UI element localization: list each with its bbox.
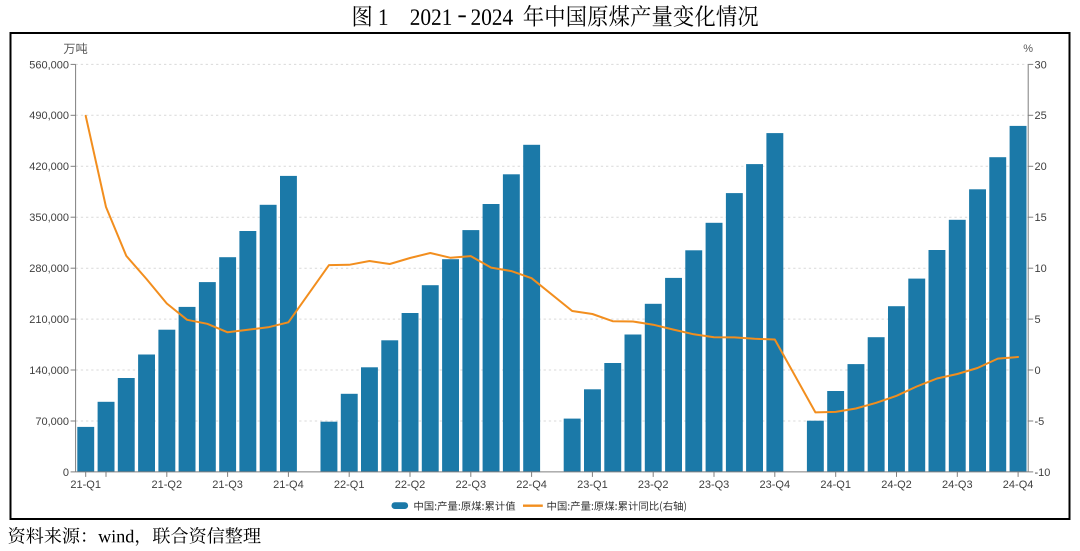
svg-text:-5: -5 — [1035, 416, 1045, 428]
svg-text:21-Q1: 21-Q1 — [70, 479, 101, 491]
svg-text:-10: -10 — [1035, 467, 1051, 479]
svg-text:210,000: 210,000 — [29, 314, 69, 326]
svg-text:560,000: 560,000 — [29, 59, 69, 71]
svg-text:23-Q1: 23-Q1 — [577, 479, 608, 491]
svg-text:22-Q4: 22-Q4 — [516, 479, 547, 491]
svg-text:24-Q2: 24-Q2 — [881, 479, 912, 491]
svg-text:15: 15 — [1035, 212, 1047, 224]
svg-text:20: 20 — [1035, 161, 1047, 173]
svg-text:21-Q3: 21-Q3 — [212, 479, 243, 491]
svg-text:30: 30 — [1035, 59, 1047, 71]
svg-text:420,000: 420,000 — [29, 161, 69, 173]
svg-text:5: 5 — [1035, 314, 1041, 326]
svg-text:24-Q1: 24-Q1 — [820, 479, 851, 491]
svg-text:23-Q4: 23-Q4 — [760, 479, 791, 491]
svg-text:21-Q4: 21-Q4 — [273, 479, 304, 491]
svg-text:22-Q2: 22-Q2 — [395, 479, 426, 491]
svg-text:25: 25 — [1035, 110, 1047, 122]
svg-text:350,000: 350,000 — [29, 212, 69, 224]
svg-text:10: 10 — [1035, 263, 1047, 275]
svg-text:22-Q3: 22-Q3 — [456, 479, 487, 491]
svg-text:%: % — [1023, 43, 1033, 55]
svg-text:0: 0 — [1035, 365, 1041, 377]
svg-text:22-Q1: 22-Q1 — [334, 479, 365, 491]
svg-text:140,000: 140,000 — [29, 365, 69, 377]
svg-text:280,000: 280,000 — [29, 263, 69, 275]
svg-text:23-Q3: 23-Q3 — [699, 479, 730, 491]
svg-text:70,000: 70,000 — [35, 416, 69, 428]
svg-text:23-Q2: 23-Q2 — [638, 479, 669, 491]
svg-text:21-Q2: 21-Q2 — [152, 479, 183, 491]
svg-text:24-Q4: 24-Q4 — [1003, 479, 1034, 491]
svg-text:0: 0 — [63, 467, 69, 479]
svg-text:24-Q3: 24-Q3 — [942, 479, 973, 491]
svg-text:490,000: 490,000 — [29, 110, 69, 122]
